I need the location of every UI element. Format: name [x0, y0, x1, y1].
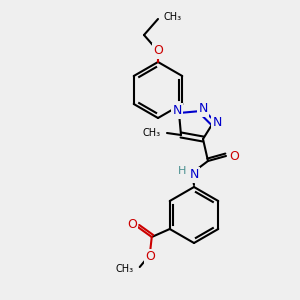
Text: N: N	[172, 104, 182, 118]
Text: O: O	[229, 149, 239, 163]
Text: O: O	[145, 250, 155, 263]
Text: N: N	[198, 103, 208, 116]
Text: N: N	[212, 116, 222, 130]
Text: CH₃: CH₃	[116, 264, 134, 274]
Text: H: H	[178, 166, 186, 176]
Text: N: N	[189, 169, 199, 182]
Text: O: O	[127, 218, 137, 232]
Text: O: O	[153, 44, 163, 58]
Text: CH₃: CH₃	[164, 12, 182, 22]
Text: CH₃: CH₃	[143, 128, 161, 138]
